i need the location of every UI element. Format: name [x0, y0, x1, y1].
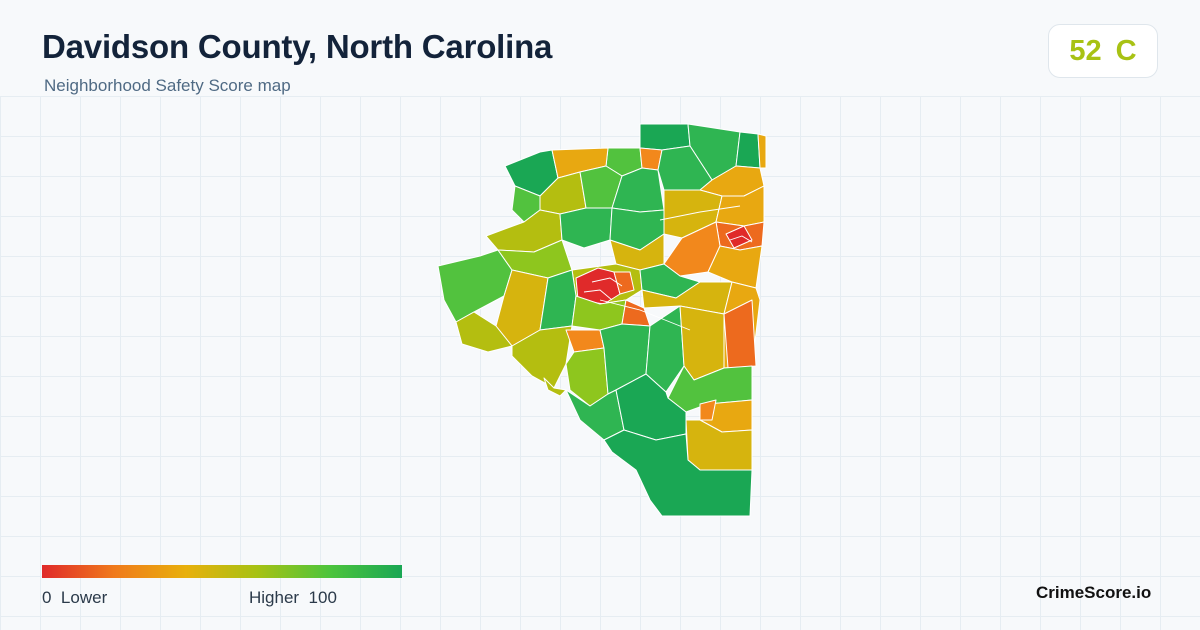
tract[interactable]: [723, 299, 757, 369]
legend-high-value: 100: [308, 588, 337, 607]
legend-color-bar: [42, 565, 402, 578]
tract[interactable]: [511, 325, 573, 389]
tract[interactable]: [559, 207, 613, 249]
score-badge: 52 C: [1048, 24, 1158, 78]
page-subtitle: Neighborhood Safety Score map: [44, 76, 291, 95]
tract[interactable]: [613, 271, 635, 295]
tract[interactable]: [645, 305, 685, 393]
tract[interactable]: [543, 377, 567, 397]
tract[interactable]: [735, 131, 761, 169]
page-title: Davidson County, North Carolina: [42, 28, 553, 65]
score-grade: C: [1115, 34, 1137, 67]
legend-low-label: 0 Lower: [42, 588, 107, 608]
legend-low-value: 0: [42, 588, 52, 607]
score-value: 52: [1069, 34, 1102, 67]
tract[interactable]: [639, 123, 691, 151]
legend-low-text: Lower: [60, 588, 108, 607]
legend-high-label: Higher 100: [249, 588, 337, 608]
tract[interactable]: [603, 429, 753, 517]
brand-logo[interactable]: CrimeScore.io: [1036, 583, 1152, 602]
tract[interactable]: [699, 399, 717, 421]
tract[interactable]: [757, 133, 767, 169]
legend-high-text: Higher: [249, 588, 300, 607]
